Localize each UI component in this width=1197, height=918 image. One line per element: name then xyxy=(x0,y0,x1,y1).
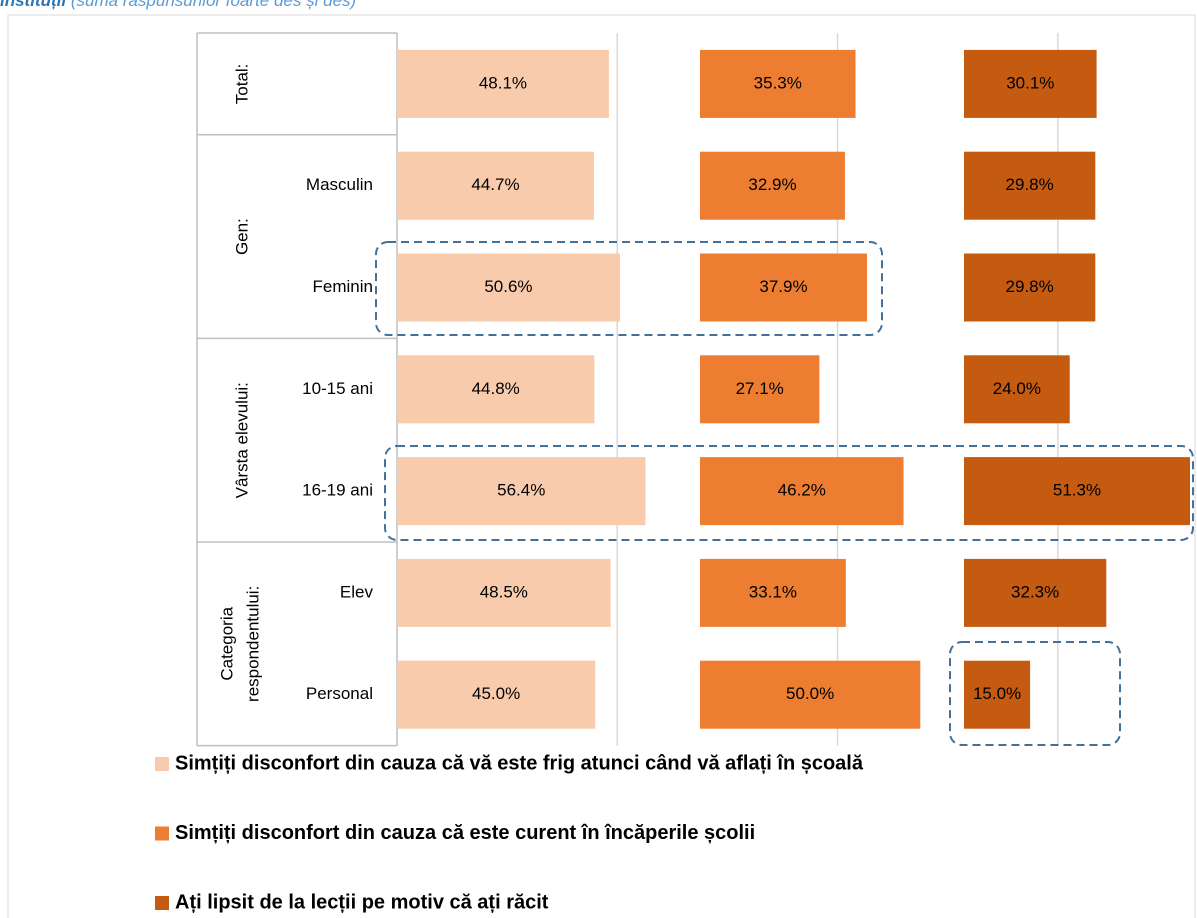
bar xyxy=(700,151,845,220)
bar xyxy=(964,457,1191,526)
legend-swatch xyxy=(155,826,169,841)
highlight-box xyxy=(949,641,1121,746)
value-label: 32.9% xyxy=(748,175,796,194)
value-label: 24.0% xyxy=(993,379,1041,398)
bar xyxy=(964,558,1107,627)
bar xyxy=(964,355,1070,424)
category-label: Feminin xyxy=(313,277,373,296)
chart-frame xyxy=(7,14,1196,918)
value-label: 46.2% xyxy=(778,481,826,500)
value-label: 44.7% xyxy=(471,175,519,194)
group-label: Gen: xyxy=(232,218,251,255)
value-label: 33.1% xyxy=(749,582,797,601)
value-label: 44.8% xyxy=(472,379,520,398)
value-label: 35.3% xyxy=(754,73,802,92)
highlights xyxy=(375,241,1194,746)
bar xyxy=(700,660,921,729)
bar xyxy=(700,457,904,526)
group-label: respondentului: xyxy=(243,586,262,702)
bar xyxy=(964,660,1031,729)
group-label: Categoria xyxy=(217,606,236,680)
value-label: 50.6% xyxy=(484,277,532,296)
group-label: Total: xyxy=(232,64,251,105)
legend-label: Ați lipsit de la lecții pe motiv că ați … xyxy=(175,891,549,913)
bar xyxy=(397,151,594,220)
bars xyxy=(397,49,1191,729)
group-label: Vârsta elevului: xyxy=(232,382,251,498)
subtitle: (suma răspunsurilor foarte des și des) xyxy=(71,0,356,10)
category-label: Elev xyxy=(340,582,374,601)
value-label: 45.0% xyxy=(472,684,520,703)
bar xyxy=(700,558,846,627)
category-label: 16-19 ani xyxy=(302,481,373,500)
bar xyxy=(700,49,856,118)
legend-swatch xyxy=(155,896,169,910)
bar xyxy=(397,558,611,627)
value-label: 48.5% xyxy=(480,582,528,601)
legend-swatch xyxy=(155,757,169,771)
legend-label: Simțiți disconfort din cauza că este cur… xyxy=(175,822,755,844)
bar xyxy=(397,355,595,424)
bar xyxy=(700,253,867,322)
bar xyxy=(700,355,820,424)
category-label: Masculin xyxy=(306,175,373,194)
value-label: 32.3% xyxy=(1011,582,1059,601)
bar xyxy=(964,253,1096,322)
value-label: 51.3% xyxy=(1053,481,1101,500)
value-label: 56.4% xyxy=(497,481,545,500)
bar xyxy=(397,49,609,118)
title: instituții xyxy=(0,0,67,10)
labels: Total: Gen: Masculin Feminin Vârsta elevului… xyxy=(155,64,1101,913)
bar xyxy=(397,660,596,729)
value-label: 30.1% xyxy=(1006,73,1054,92)
value-label: 37.9% xyxy=(759,277,807,296)
bar xyxy=(397,457,646,526)
category-label: 10-15 ani xyxy=(302,379,373,398)
category-label: Personal xyxy=(306,684,373,703)
bar xyxy=(397,253,620,322)
value-label: 29.8% xyxy=(1006,277,1054,296)
value-label: 29.8% xyxy=(1006,175,1054,194)
bar xyxy=(964,49,1097,118)
value-label: 15.0% xyxy=(973,684,1021,703)
value-label: 27.1% xyxy=(736,379,784,398)
top-fragment: instituții (suma răspunsurilor foarte de… xyxy=(0,0,356,10)
highlight-box xyxy=(384,445,1194,541)
legend-label: Simțiți disconfort din cauza că vă este … xyxy=(175,752,864,774)
highlight-box xyxy=(375,241,883,336)
value-label: 50.0% xyxy=(786,684,834,703)
value-label: 48.1% xyxy=(479,73,527,92)
bar xyxy=(964,151,1096,220)
